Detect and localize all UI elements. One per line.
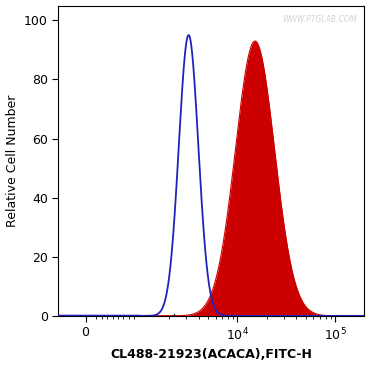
X-axis label: CL488-21923(ACACA),FITC-H: CL488-21923(ACACA),FITC-H	[111, 348, 312, 361]
Text: WWW.PTGLAB.COM: WWW.PTGLAB.COM	[282, 15, 356, 24]
Y-axis label: Relative Cell Number: Relative Cell Number	[6, 95, 18, 227]
